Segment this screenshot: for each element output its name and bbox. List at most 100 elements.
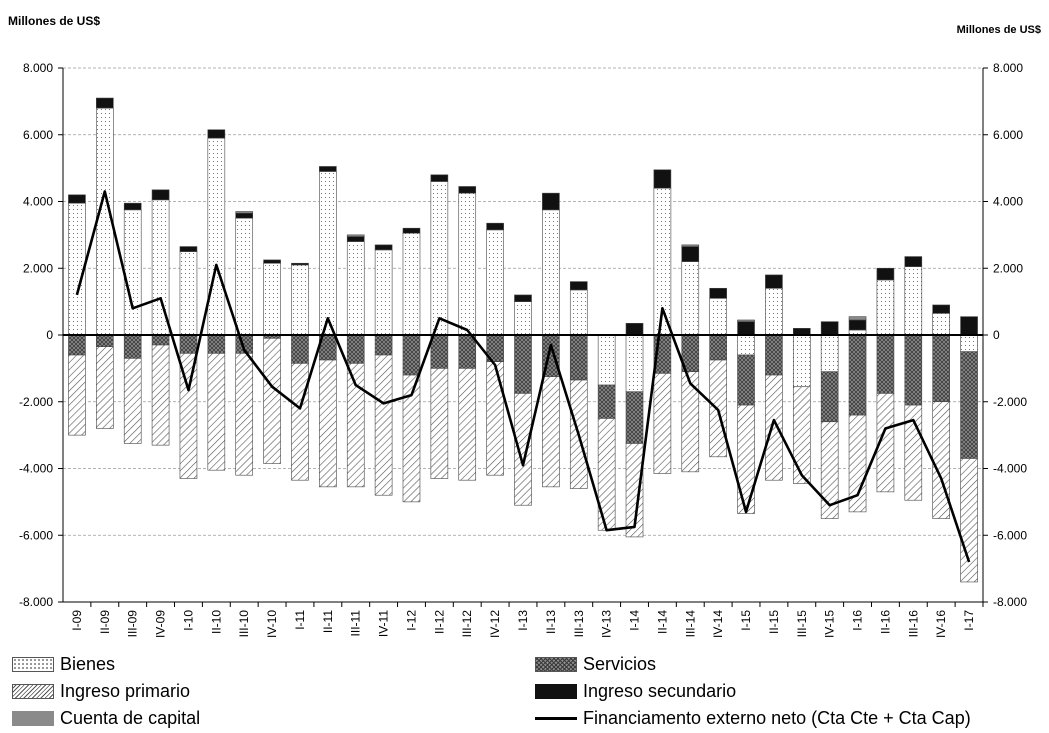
bar-servicios-IV-14: [709, 334, 727, 361]
y-tick-label-left: 4.000: [23, 195, 53, 209]
x-tick-label: I-12: [404, 610, 418, 631]
y-tick-label-left: 0: [46, 328, 53, 342]
bar-ingreso-secundario-II-12: [430, 174, 449, 182]
x-tick-label: I-09: [70, 610, 84, 631]
bar-ingreso-secundario-I-15: [737, 321, 755, 336]
bar-bienes-II-11: [319, 171, 337, 336]
x-tick-label: II-12: [432, 610, 446, 634]
legend-swatch-ingreso-primario: [12, 683, 54, 699]
bar-cuenta-de-capital-III-14: [681, 244, 700, 247]
x-tick-label: II-09: [98, 610, 112, 634]
bar-ingreso-primario-IV-15: [820, 421, 839, 519]
bar-servicios-I-17: [960, 351, 978, 459]
x-tick-label: II-11: [321, 610, 335, 633]
bar-ingreso-primario-III-15: [792, 386, 811, 484]
x-tick-label: I-13: [516, 610, 530, 631]
legend-label-cuenta-capital: Cuenta de capital: [60, 707, 201, 728]
bar-ingreso-secundario-IV-12: [486, 222, 504, 231]
bar-bienes-IV-12: [486, 229, 504, 336]
x-tick-label: I-11: [293, 610, 307, 630]
bar-bienes-III-16: [904, 266, 923, 336]
x-tick-label: IV-13: [600, 610, 614, 638]
legend-item-cuenta-capital: Cuenta de capital: [12, 706, 200, 730]
y-tick-label-right: 8.000: [993, 61, 1023, 75]
x-tick-label: II-16: [878, 610, 892, 634]
x-tick-label: II-14: [655, 610, 669, 634]
bar-servicios-I-11: [291, 334, 309, 364]
right-axis-unit-label: Millones de US$: [956, 24, 1041, 36]
bar-bienes-I-12: [402, 232, 421, 336]
bar-ingreso-secundario-II-15: [765, 274, 783, 289]
x-tick-label: III-16: [906, 610, 920, 638]
y-tick-label-left: 2.000: [23, 261, 53, 275]
bar-bienes-IV-10: [263, 262, 281, 336]
bar-bienes-I-17: [960, 334, 978, 352]
bar-ingreso-primario-I-15: [737, 404, 755, 514]
bar-ingreso-secundario-III-13: [569, 281, 588, 291]
bar-servicios-III-16: [904, 334, 923, 406]
bar-servicios-IV-09: [151, 334, 170, 346]
bar-servicios-III-12: [458, 334, 477, 369]
bar-bienes-I-11: [291, 264, 309, 336]
bar-ingreso-primario-I-14: [625, 443, 644, 538]
x-tick-label: III-11: [349, 610, 363, 637]
bar-ingreso-secundario-I-16: [848, 319, 867, 331]
bar-ingreso-secundario-II-09: [96, 97, 114, 109]
bar-ingreso-primario-II-13: [542, 376, 560, 488]
bar-bienes-III-09: [123, 209, 142, 336]
bar-ingreso-primario-III-10: [235, 353, 254, 476]
x-tick-label: III-13: [572, 610, 586, 638]
x-tick-label: II-15: [767, 610, 781, 634]
bar-ingreso-secundario-III-16: [904, 256, 923, 267]
bar-ingreso-secundario-IV-16: [932, 304, 950, 314]
net-financing-line: [75, 190, 971, 563]
bar-bienes-II-12: [430, 181, 449, 336]
bar-ingreso-secundario-I-09: [68, 194, 86, 204]
bar-servicios-I-12: [402, 334, 421, 376]
y-tick-label-right: 6.000: [993, 128, 1023, 142]
bar-servicios-II-16: [876, 334, 895, 394]
tick-labels: -8.000 -8.000 -6.000 -6.000 -4.000 -4.000 -2.0…: [19, 61, 1027, 638]
bar-ingreso-primario-II-09: [96, 346, 114, 429]
bar-ingreso-primario-III-09: [123, 358, 142, 444]
legend-swatch-servicios: [535, 656, 577, 672]
bar-ingreso-secundario-I-14: [625, 323, 644, 336]
x-tick-label: IV-16: [934, 610, 948, 638]
bar-ingreso-secundario-II-11: [319, 166, 337, 172]
bar-ingreso-secundario-III-12: [458, 186, 477, 194]
line-series-financiamento: [75, 190, 971, 563]
legend-label-ingreso-secundario: Ingreso secundario: [583, 680, 737, 701]
y-tick-label-left: -4.000: [19, 462, 53, 476]
bar-servicios-I-14: [625, 391, 644, 444]
y-tick-label-right: 2.000: [993, 261, 1023, 275]
bar-ingreso-secundario-II-16: [876, 267, 895, 281]
bar-servicios-I-15: [737, 354, 755, 406]
legend-item-servicios: Servicios: [535, 652, 656, 676]
bar-bienes-II-10: [207, 137, 226, 336]
legend-label-servicios: Servicios: [583, 653, 657, 674]
legend-item-ingreso-primario: Ingreso primario: [12, 679, 190, 703]
bar-ingreso-secundario-II-14: [653, 169, 672, 189]
x-tick-label: IV-09: [154, 610, 168, 638]
bar-servicios-IV-15: [820, 371, 839, 423]
bar-bienes-I-14: [625, 334, 644, 393]
y-tick-label-right: -6.000: [993, 528, 1027, 542]
x-tick-label: III-15: [795, 610, 809, 638]
x-tick-label: I-14: [628, 610, 642, 631]
bar-servicios-II-15: [765, 334, 783, 376]
bar-ingreso-primario-II-10: [207, 353, 226, 471]
bar-groups: [68, 97, 978, 583]
bar-ingreso-secundario-I-17: [960, 316, 978, 336]
legend-item-financiamento: Financiamento externo neto (Cta Cte + Ct…: [535, 706, 971, 730]
y-tick-label-left: 8.000: [23, 61, 53, 75]
x-tick-label: IV-12: [488, 610, 502, 638]
bar-bienes-III-11: [346, 241, 365, 336]
y-tick-label-right: -2.000: [993, 395, 1027, 409]
bar-servicios-I-16: [848, 334, 867, 416]
bar-ingreso-secundario-I-10: [179, 246, 198, 252]
y-tick-label-left: 6.000: [23, 128, 53, 142]
bar-ingreso-secundario-II-13: [542, 192, 560, 211]
bar-ingreso-primario-I-13: [514, 393, 532, 506]
y-tick-label-right: -8.000: [993, 595, 1027, 609]
x-tick-label: I-10: [181, 610, 195, 631]
